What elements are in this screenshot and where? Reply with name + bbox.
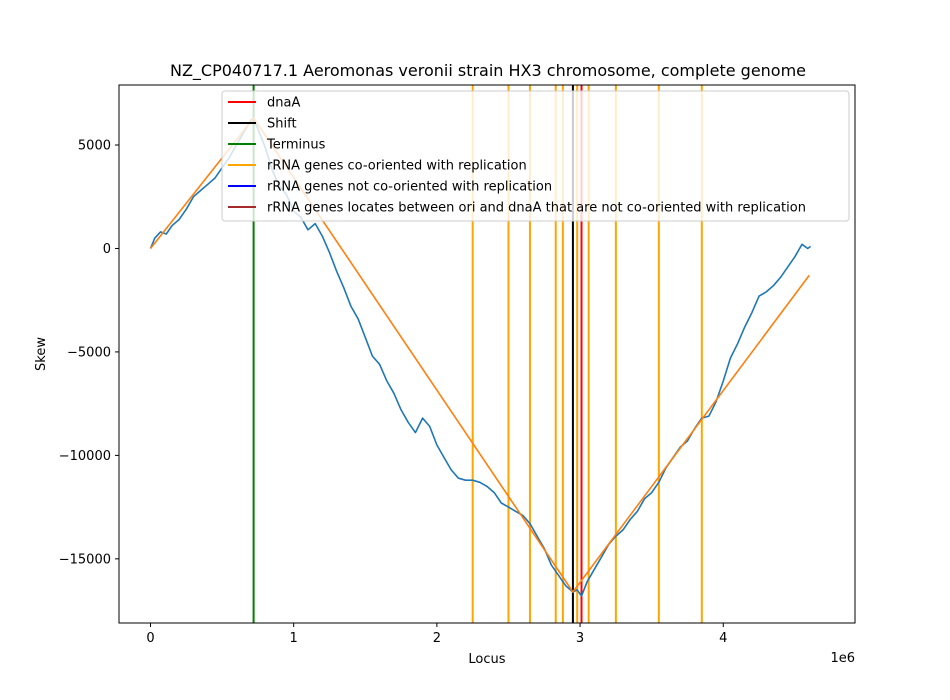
y-tick-label: −5000 [67,345,111,360]
x-tick-label: 0 [146,631,154,646]
x-axis-offset: 1e6 [830,651,855,666]
chart-title: NZ_CP040717.1 Aeromonas veronii strain H… [170,61,806,81]
legend: dnaA Shift Terminus rRNA genes co-oriented … [221,90,850,222]
legend-entry-label: rRNA genes locates between ori and dnaA … [267,201,806,216]
fitted-skew-line [149,117,810,593]
x-tick-label: 1 [290,631,298,646]
y-tick-label: −15000 [59,552,111,567]
legend-entry-label: Shift [267,117,297,132]
legend-entry-label: rRNA genes co-oriented with replication [267,159,527,174]
y-tick-label: −10000 [59,449,111,464]
y-tick-label: 0 [103,242,111,257]
y-axis: 5000 0 −5000 −10000 −15000 [59,139,119,567]
x-tick-label: 4 [719,631,727,646]
legend-entry-label: Terminus [266,138,326,153]
x-tick-label: 3 [576,631,584,646]
x-axis: 0 1 2 3 4 [146,623,727,646]
y-tick-label: 5000 [78,139,111,154]
y-axis-label: Skew [34,337,49,371]
legend-box [221,90,850,222]
x-tick-label: 2 [433,631,441,646]
legend-entry-label: dnaA [267,96,300,111]
plot-frame [118,84,856,624]
legend-entry-label: rRNA genes not co-oriented with replicat… [267,180,552,195]
x-axis-label: Locus [468,652,505,667]
